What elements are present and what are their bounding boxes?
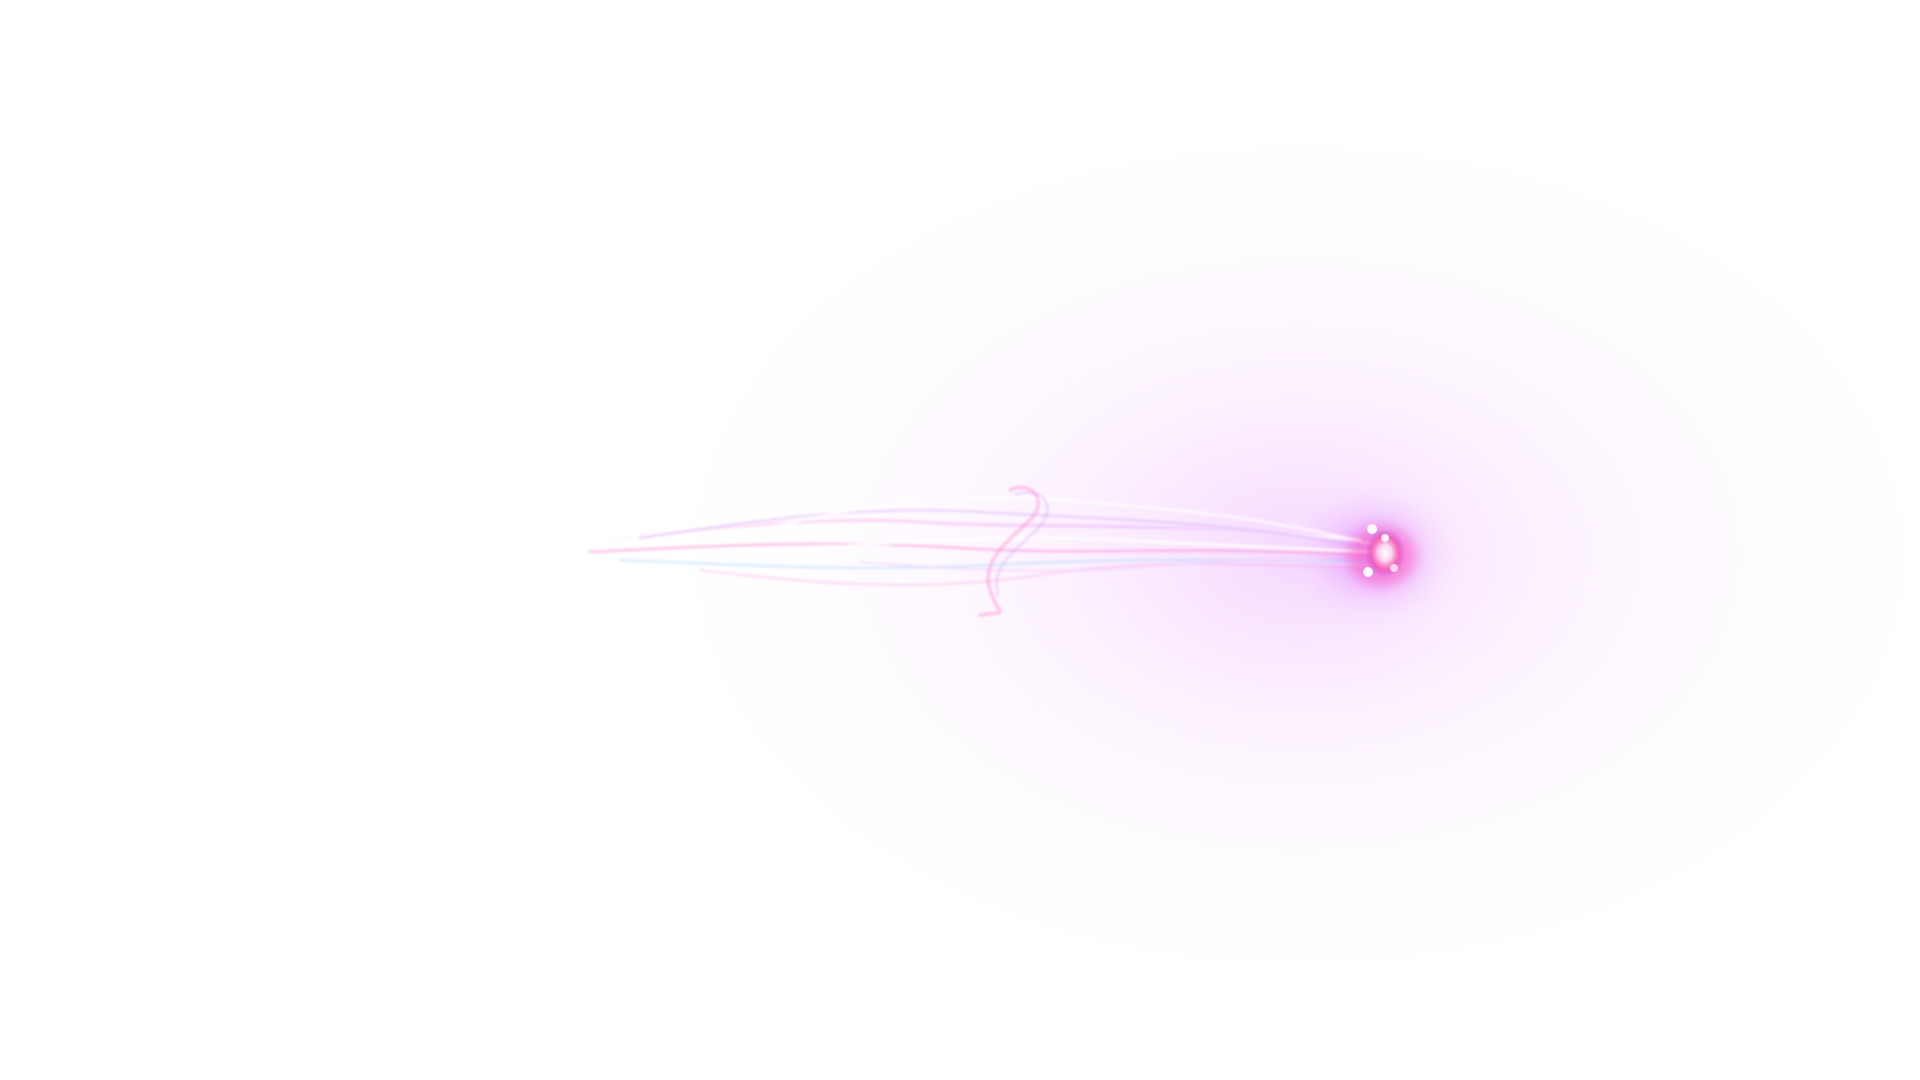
light-head: [1363, 524, 1405, 577]
outer-glow-halo: [620, 95, 1920, 1015]
light-trail: [558, 485, 1380, 617]
